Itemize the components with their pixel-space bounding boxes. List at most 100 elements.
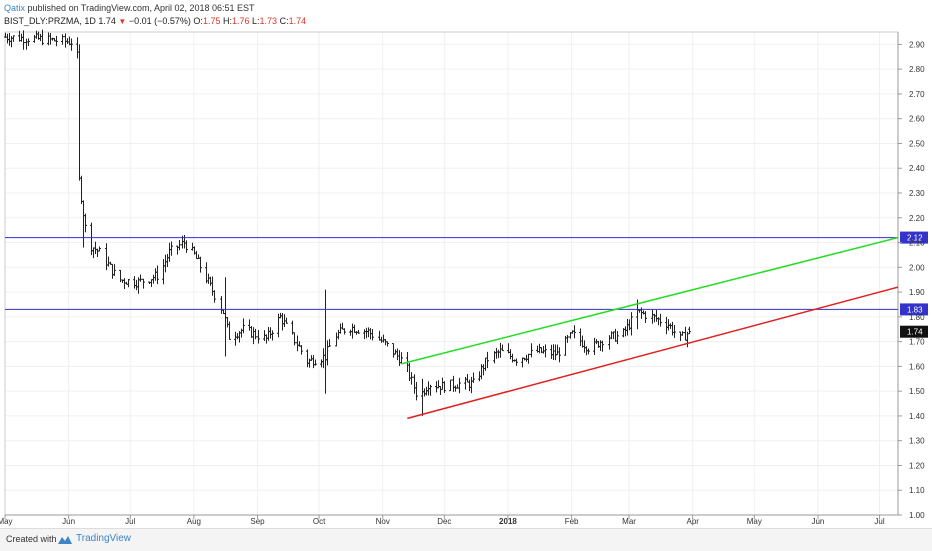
time-tick-label: Jul <box>125 517 135 526</box>
author-link[interactable]: Qatix <box>4 3 26 13</box>
ohlc-bar <box>8 33 11 46</box>
ohlc-bar <box>228 321 231 340</box>
ohlc-bar <box>624 326 627 337</box>
ohlc-bar <box>556 344 559 356</box>
ohlc-bar <box>398 350 401 366</box>
ohlc-bar <box>209 276 212 286</box>
ohlc-bar <box>328 339 331 348</box>
ohlc-bar <box>22 30 25 50</box>
low-value: 1.73 <box>259 16 278 26</box>
time-tick-label: May <box>747 517 762 526</box>
price-axis[interactable]: 1.00 1.10 1.20 1.30 1.40 1.50 1.60 1.70 1.80 1.90… <box>898 40 928 520</box>
ohlc-bar <box>152 274 155 284</box>
price-tick-label: 1.00 <box>909 511 925 520</box>
ohlc-bar <box>47 32 50 46</box>
time-tick-label: Dec <box>437 517 451 526</box>
ohlc-bar <box>162 259 165 285</box>
ohlc-bar <box>166 254 169 267</box>
time-tick-label: Feb <box>565 517 579 526</box>
ohlc-bar <box>64 33 67 48</box>
price-tick-label: 1.70 <box>909 338 925 347</box>
ohlc-bar <box>365 327 368 339</box>
ohlc-bar <box>111 263 114 279</box>
ohlc-bar <box>511 353 514 363</box>
ohlc-bar <box>61 34 64 45</box>
ohlc-bar <box>154 268 157 281</box>
ohlc-bar <box>573 325 576 339</box>
chart-grid <box>4 32 898 516</box>
ohlc-bars <box>4 29 691 416</box>
ohlc-bar <box>306 349 309 368</box>
time-axis[interactable]: May Jun Jul Aug Sep Oct Nov Dec 2018 Feb Mar Apr May… <box>0 515 885 526</box>
price-tick-label: 2.80 <box>909 65 925 74</box>
ohlc-bar <box>452 375 455 392</box>
tradingview-logo-icon[interactable] <box>58 535 72 544</box>
ohlc-bar <box>669 323 672 329</box>
ohlc-bar <box>587 348 590 355</box>
price-tick-label: 2.90 <box>909 40 925 49</box>
ohlc-bar <box>183 234 186 249</box>
price-tick-label: 1.90 <box>909 288 925 297</box>
ohlc-bar <box>84 213 87 233</box>
horizontal-lines[interactable]: 2.12 1.83 <box>5 231 928 316</box>
ohlc-bar <box>293 332 296 346</box>
ohlc-bar <box>665 316 668 335</box>
ohlc-bar <box>339 323 342 334</box>
time-tick-label: 2018 <box>499 517 517 526</box>
ohlc-bar <box>285 317 288 324</box>
ohlc-bar <box>684 326 687 341</box>
ohlc-bar <box>343 328 346 335</box>
ohlc-bar <box>392 343 395 358</box>
ohlc-bar <box>614 328 617 342</box>
last-price: 1.74 <box>98 16 116 26</box>
ohlc-bar <box>509 349 512 360</box>
ohlc-bar <box>150 279 153 288</box>
ohlc-bar <box>378 330 381 341</box>
ohlc-bar <box>499 342 502 358</box>
ohlc-bar <box>593 337 596 355</box>
tradingview-brand-link[interactable]: TradingView <box>76 533 132 544</box>
ohlc-bar <box>213 290 216 303</box>
time-tick-label: Jun <box>62 517 75 526</box>
ohlc-bar <box>113 264 116 276</box>
time-tick-label: Aug <box>187 517 201 526</box>
ohlc-bar <box>443 381 446 393</box>
low-label: L: <box>252 16 260 26</box>
time-tick-label: Jul <box>874 517 884 526</box>
ohlc-bar <box>521 357 524 368</box>
ohlc-bar <box>96 248 99 257</box>
ohlc-bar <box>185 240 188 253</box>
ohlc-bar <box>655 309 658 322</box>
price-tick-label: 2.40 <box>909 164 925 173</box>
ohlc-bar <box>265 334 268 344</box>
ohlc-bar <box>178 239 181 251</box>
ohlc-bar <box>199 256 202 273</box>
ohlc-bar <box>415 381 418 401</box>
symbol-legend: BIST_DLY:PRZMA, 1D 1.74 ▼ −0.01 (−0.57%)… <box>4 15 306 28</box>
ohlc-bar <box>515 358 518 366</box>
ohlc-bar <box>326 340 329 366</box>
time-tick-label: Jun <box>811 517 824 526</box>
price-tick-label: 1.50 <box>909 387 925 396</box>
trend-lines[interactable] <box>401 236 899 420</box>
symbol-name[interactable]: BIST_DLY:PRZMA, 1D <box>4 16 96 26</box>
ohlc-bar <box>142 278 145 289</box>
price-tick-label: 1.60 <box>909 362 925 371</box>
ohlc-bar <box>466 374 469 383</box>
price-tick-label: 1.40 <box>909 412 925 421</box>
time-tick-label: Apr <box>686 517 699 526</box>
ohlc-bar <box>267 326 270 341</box>
ohlc-bar <box>170 241 173 256</box>
ohlc-bar <box>351 323 354 339</box>
ohlc-bar <box>626 318 629 336</box>
price-tick-label: 1.20 <box>909 461 925 470</box>
price-tick-label: 2.00 <box>909 263 925 272</box>
ohlc-bar <box>70 38 73 51</box>
ohlc-bar <box>156 265 159 285</box>
price-tick-label: 1.80 <box>909 313 925 322</box>
ohlc-bar <box>558 347 561 363</box>
ohlc-bar <box>530 343 533 358</box>
ohlc-bar <box>164 254 167 273</box>
ohlc-bar <box>671 321 674 336</box>
